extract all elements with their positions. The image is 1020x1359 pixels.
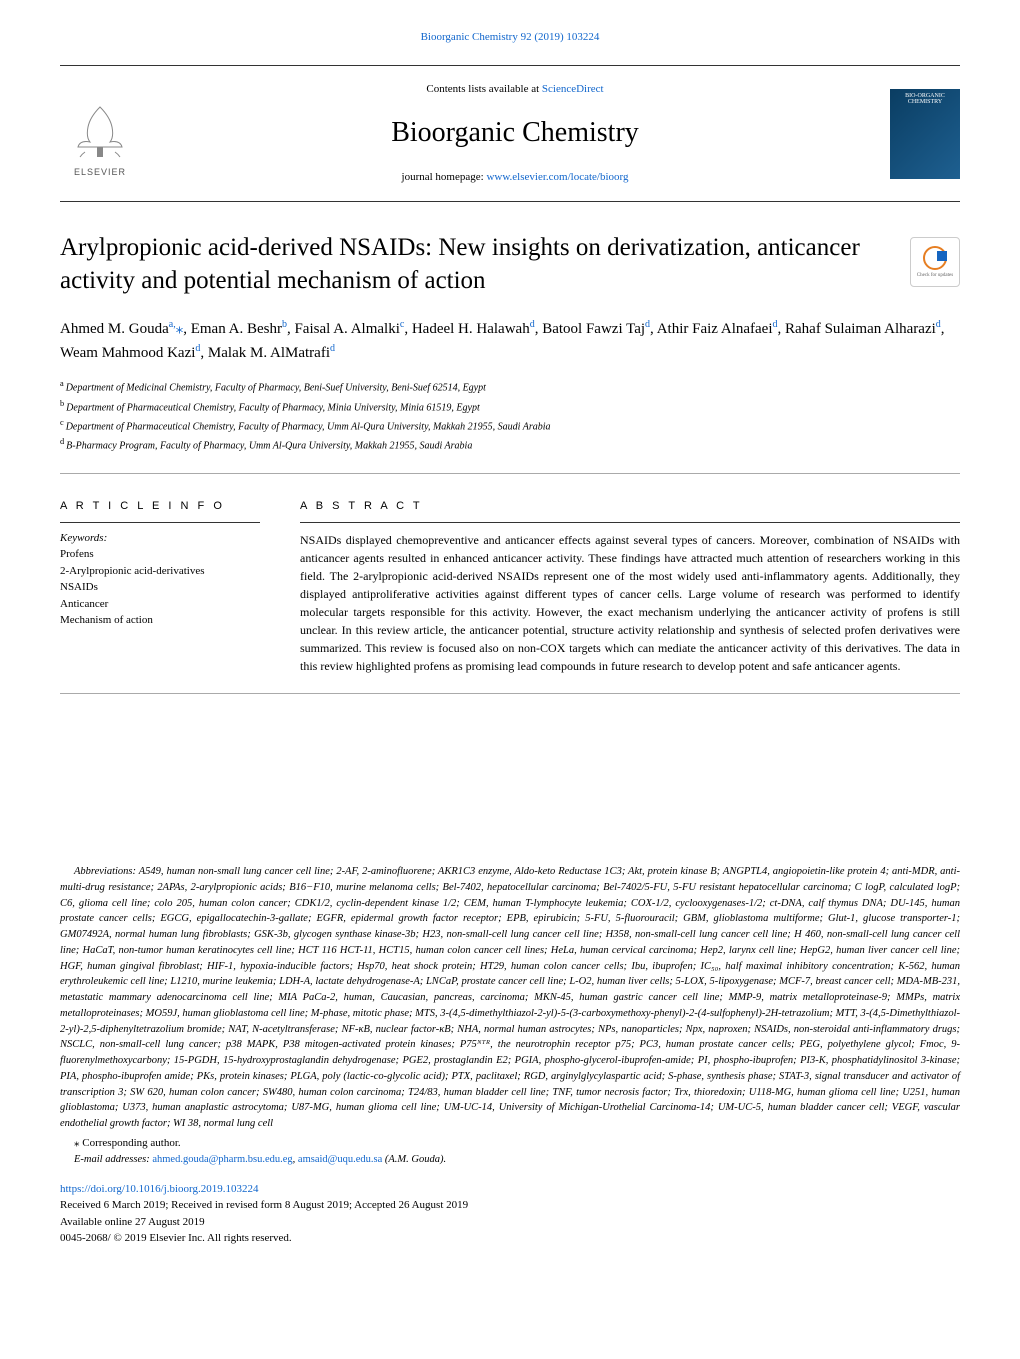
check-updates-badge[interactable]: Check for updates	[910, 237, 960, 287]
info-head: A R T I C L E I N F O	[60, 499, 260, 514]
email-link-1[interactable]: ahmed.gouda@pharm.bsu.edu.eg	[152, 1154, 292, 1165]
divider	[60, 473, 960, 474]
email-author: (A.M. Gouda).	[382, 1154, 446, 1165]
contents-prefix: Contents lists available at	[426, 83, 541, 95]
keyword: Anticancer	[60, 596, 260, 613]
divider	[60, 65, 960, 66]
online-date: Available online 27 August 2019	[60, 1214, 960, 1231]
abstract-text: NSAIDs displayed chemopreventive and ant…	[300, 531, 960, 675]
abbreviations: Abbreviations: A549, human non-small lun…	[60, 864, 960, 1132]
abstract-col: A B S T R A C T NSAIDs displayed chemopr…	[300, 499, 960, 675]
sciencedirect-link[interactable]: ScienceDirect	[542, 83, 604, 95]
keyword: NSAIDs	[60, 579, 260, 596]
title-row: Arylpropionic acid-derived NSAIDs: New i…	[60, 232, 960, 297]
divider	[60, 522, 260, 523]
affil-a: aDepartment of Medicinal Chemistry, Facu…	[60, 377, 960, 396]
affil-c: cDepartment of Pharmaceutical Chemistry,…	[60, 416, 960, 435]
homepage-prefix: journal homepage:	[402, 171, 487, 183]
info-abstract-row: A R T I C L E I N F O Keywords: Profens …	[60, 499, 960, 675]
article-info-col: A R T I C L E I N F O Keywords: Profens …	[60, 499, 260, 675]
tree-icon	[70, 102, 130, 162]
keywords-list: Profens 2-Arylpropionic acid-derivatives…	[60, 546, 260, 629]
affiliations: aDepartment of Medicinal Chemistry, Facu…	[60, 377, 960, 454]
received-dates: Received 6 March 2019; Received in revis…	[60, 1197, 960, 1214]
masthead-center: Contents lists available at ScienceDirec…	[160, 82, 870, 185]
corresponding-note: ⁎ Corresponding author.	[60, 1136, 960, 1151]
email-link-2[interactable]: amsaid@uqu.edu.sa	[298, 1154, 382, 1165]
keyword: 2-Arylpropionic acid-derivatives	[60, 563, 260, 580]
keyword: Mechanism of action	[60, 612, 260, 629]
updates-circle-icon	[923, 246, 947, 270]
keyword: Profens	[60, 546, 260, 563]
elsevier-logo: ELSEVIER	[60, 89, 140, 179]
article-title: Arylpropionic acid-derived NSAIDs: New i…	[60, 232, 890, 297]
cover-title-1: BIO-ORGANIC	[905, 93, 945, 100]
divider	[60, 693, 960, 694]
email-line: E-mail addresses: ahmed.gouda@pharm.bsu.…	[60, 1153, 960, 1168]
footer-block: Abbreviations: A549, human non-small lun…	[60, 864, 960, 1247]
publisher-name: ELSEVIER	[74, 166, 126, 179]
updates-text: Check for updates	[917, 272, 953, 279]
masthead: ELSEVIER Contents lists available at Sci…	[60, 72, 960, 195]
affil-b: bDepartment of Pharmaceutical Chemistry,…	[60, 397, 960, 416]
divider	[300, 522, 960, 523]
abstract-head: A B S T R A C T	[300, 499, 960, 514]
keywords-label: Keywords:	[60, 531, 260, 546]
doi-link[interactable]: https://doi.org/10.1016/j.bioorg.2019.10…	[60, 1182, 960, 1197]
contents-line: Contents lists available at ScienceDirec…	[160, 82, 870, 97]
divider	[60, 201, 960, 202]
cover-title-2: CHEMISTRY	[908, 99, 942, 106]
journal-cover-thumb: BIO-ORGANIC CHEMISTRY	[890, 89, 960, 179]
abbrev-label: Abbreviations:	[74, 866, 136, 877]
journal-name: Bioorganic Chemistry	[160, 113, 870, 152]
copyright: 0045-2068/ © 2019 Elsevier Inc. All righ…	[60, 1230, 960, 1247]
abbrev-text: A549, human non-small lung cancer cell l…	[60, 866, 960, 1129]
email-label: E-mail addresses:	[74, 1154, 150, 1165]
affil-d: dB-Pharmacy Program, Faculty of Pharmacy…	[60, 435, 960, 454]
citation-line: Bioorganic Chemistry 92 (2019) 103224	[60, 30, 960, 45]
homepage-link[interactable]: www.elsevier.com/locate/bioorg	[486, 171, 628, 183]
authors-list: Ahmed M. Goudaa,⁎, Eman A. Beshrb, Faisa…	[60, 317, 960, 365]
homepage-line: journal homepage: www.elsevier.com/locat…	[160, 170, 870, 185]
